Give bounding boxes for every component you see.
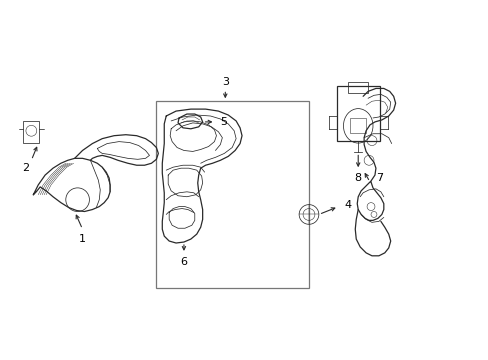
Text: 2: 2	[22, 163, 29, 173]
Text: 3: 3	[222, 77, 228, 86]
Text: 8: 8	[354, 173, 361, 183]
Text: 6: 6	[180, 257, 187, 267]
Text: 7: 7	[375, 173, 382, 183]
Text: 1: 1	[79, 234, 86, 244]
Bar	[336, 86, 379, 141]
Bar	[23, 121, 39, 143]
Bar	[156, 101, 308, 288]
Text: 5: 5	[220, 117, 227, 127]
Text: 4: 4	[344, 199, 351, 210]
Bar	[347, 82, 367, 93]
Bar	[349, 118, 366, 133]
